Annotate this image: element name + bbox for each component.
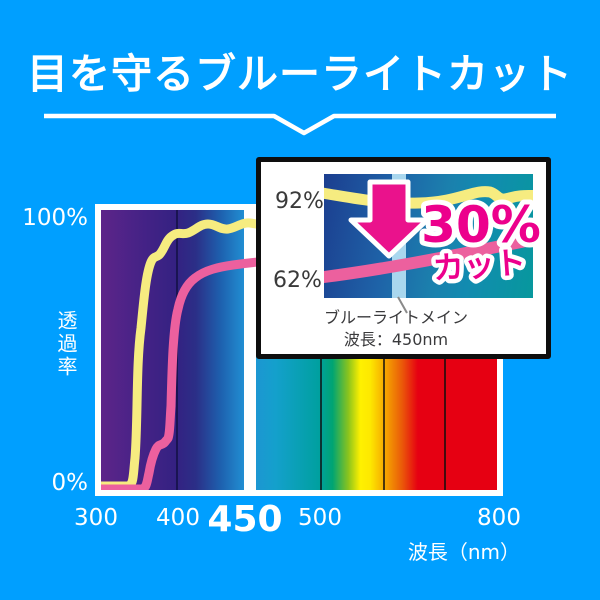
mini-yellow-band	[324, 186, 533, 209]
y-axis-min-label: 0%	[51, 470, 89, 496]
mini-chart-zoom	[324, 174, 533, 298]
x-tick-400: 400	[156, 505, 200, 531]
mini-pink-band	[324, 233, 533, 284]
y-axis-max-label: 100%	[22, 205, 88, 231]
transmittance-curves	[101, 218, 274, 490]
inset-caption-line2: 波長：450nm	[343, 330, 449, 349]
mini-chart-bands	[324, 179, 533, 284]
x-tick-800: 800	[477, 505, 521, 531]
page-title: 目を守るブルーライトカット	[27, 50, 573, 98]
x-axis-title: 波長（nm）	[407, 540, 520, 564]
inset-caption: ブルーライトメイン 波長：450nm	[296, 307, 496, 351]
value-with-filter: 62%	[273, 268, 322, 293]
x-tick-450-highlight: 450	[207, 499, 283, 540]
value-without-filter: 92%	[275, 189, 324, 214]
y-axis-title: 透過率	[54, 310, 78, 379]
inset-caption-line1: ブルーライトメイン	[323, 308, 468, 327]
cut-arrow-down-icon	[348, 179, 430, 259]
zoom-callout-box: 92% 62% 30% カット ブルーライトメイン 波長：450nm	[256, 157, 551, 359]
x-tick-500: 500	[298, 505, 342, 531]
curve-with-filter-pink	[101, 256, 274, 490]
curve-without-filter-yellow	[101, 218, 274, 490]
x-tick-300: 300	[74, 505, 118, 531]
highlight-line-450nm	[244, 210, 256, 490]
